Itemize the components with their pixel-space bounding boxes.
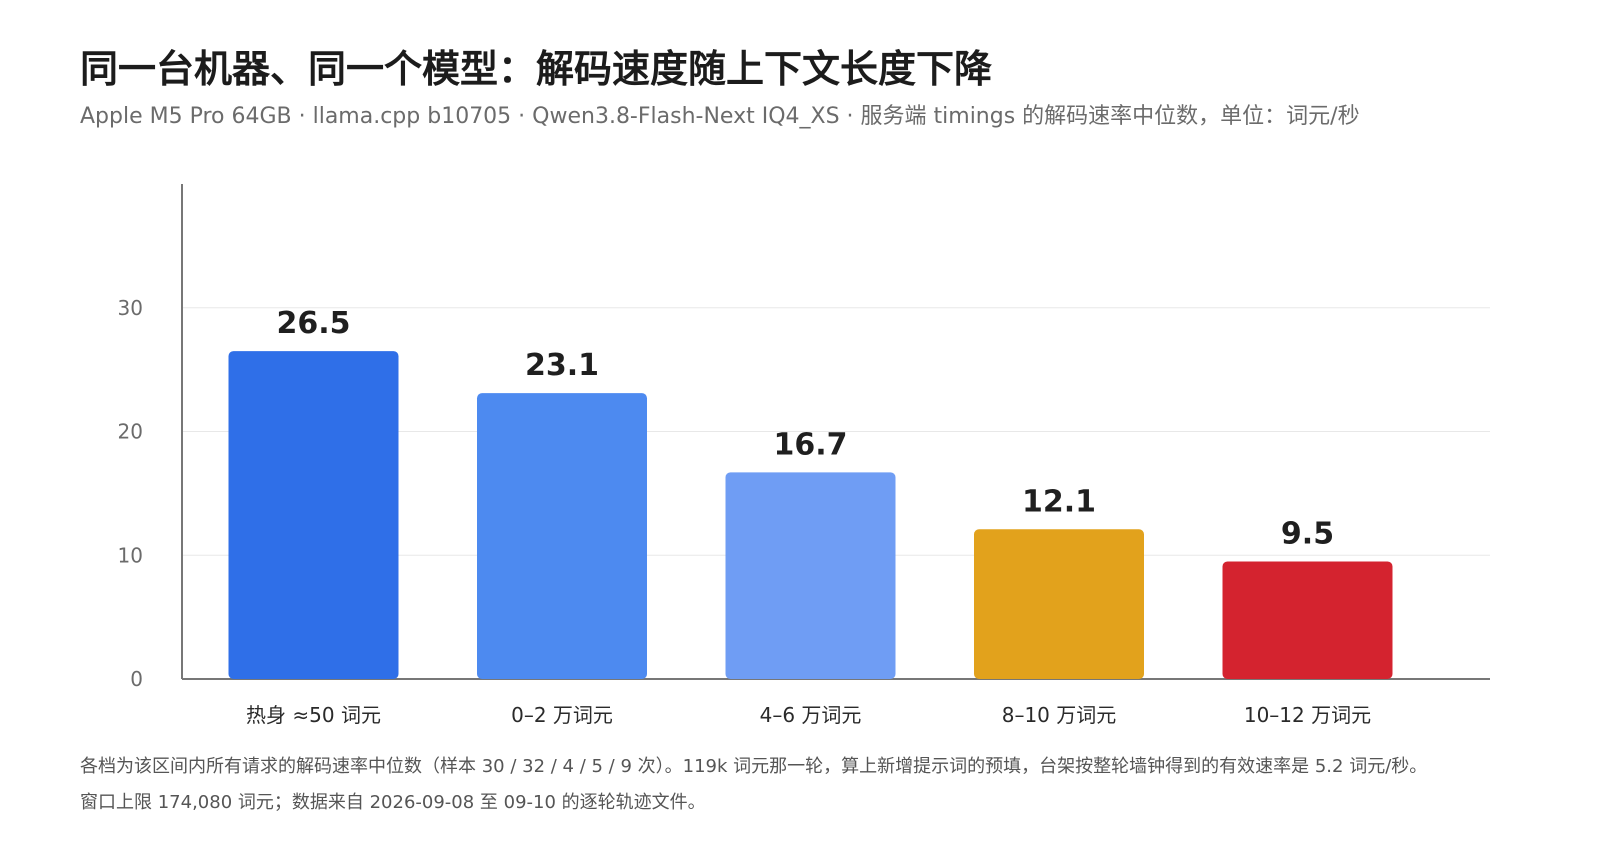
x-category-label: 10–12 万词元	[1244, 703, 1371, 727]
x-category-label: 0–2 万词元	[511, 703, 613, 727]
bar	[228, 351, 399, 679]
bar-value-label: 26.5	[276, 306, 350, 341]
bar	[974, 529, 1144, 679]
footnote-line-1: 各档为该区间内所有请求的解码速率中位数（样本 30 / 32 / 4 / 5 /…	[80, 756, 1428, 777]
bar	[725, 472, 896, 679]
chart-title: 同一台机器、同一个模型：解码速度随上下文长度下降	[80, 47, 993, 91]
x-category-label: 4–6 万词元	[760, 703, 862, 727]
footnote-line-2: 窗口上限 174,080 词元；数据来自 2026-09-08 至 09-10 …	[80, 792, 706, 813]
x-category-label: 热身 ≈50 词元	[246, 703, 381, 727]
bar-value-label: 23.1	[525, 348, 599, 383]
bar	[1222, 561, 1393, 679]
y-tick-label: 20	[118, 420, 143, 444]
y-tick-label: 0	[130, 667, 143, 691]
bar-chart: 0 10 20 30 26.5 热身 ≈50 词元 23.1 0–2 万词元 16.7 4–6 万…	[118, 184, 1490, 727]
bar-value-label: 16.7	[773, 427, 847, 462]
bar	[477, 393, 647, 679]
chart-subtitle: Apple M5 Pro 64GB · llama.cpp b10705 · Q…	[80, 104, 1360, 129]
bar-value-label: 9.5	[1281, 516, 1334, 551]
y-tick-label: 30	[118, 296, 143, 320]
bar-value-label: 12.1	[1022, 484, 1096, 519]
y-tick-label: 10	[118, 543, 143, 567]
x-category-label: 8–10 万词元	[1002, 703, 1117, 727]
